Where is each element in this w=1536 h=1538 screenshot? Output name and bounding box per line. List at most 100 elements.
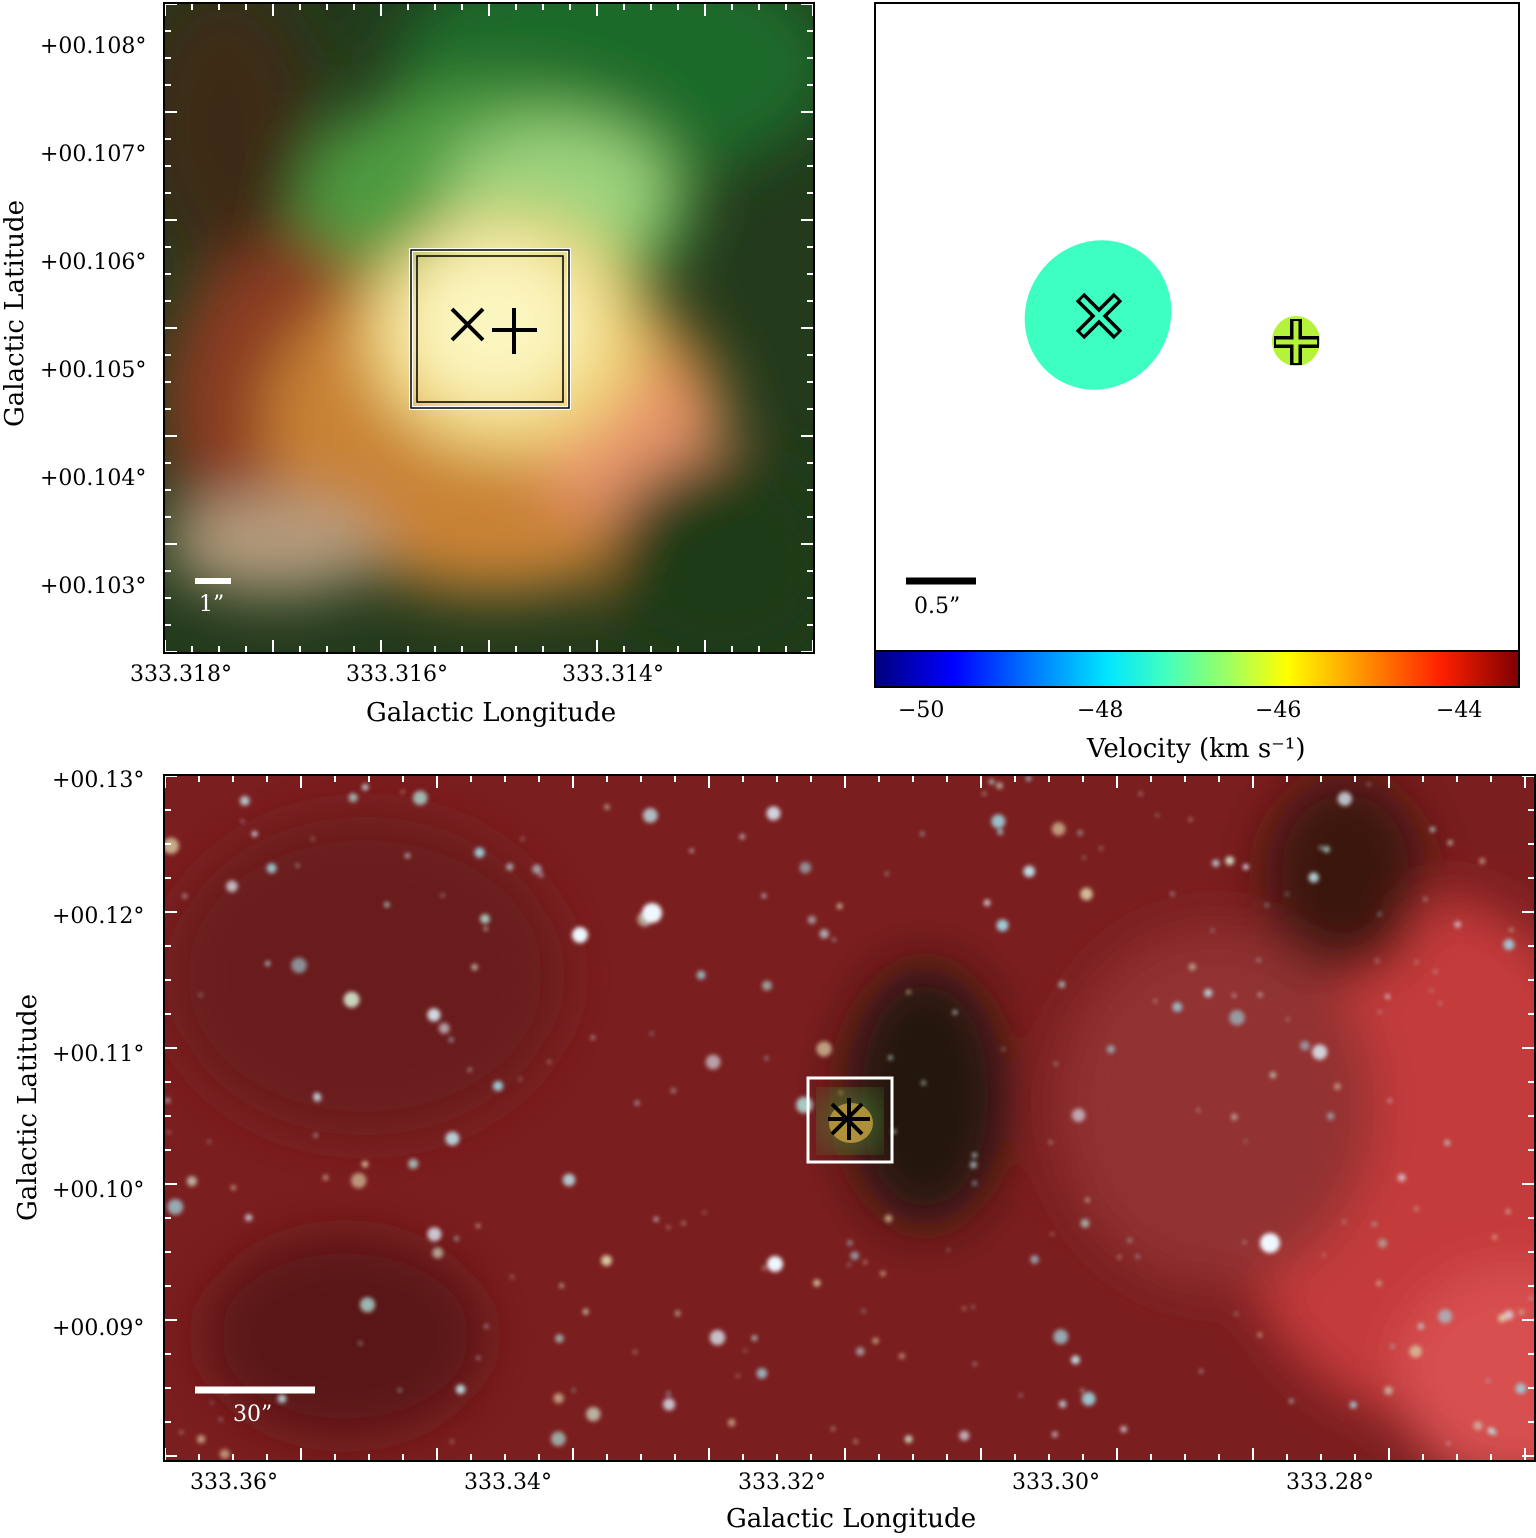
star	[1243, 1240, 1246, 1244]
star	[1378, 912, 1382, 916]
star	[1312, 1044, 1328, 1060]
star	[471, 964, 478, 971]
star	[671, 1088, 676, 1094]
star	[666, 1225, 670, 1229]
star	[484, 1324, 489, 1329]
star	[920, 831, 925, 836]
star	[455, 1384, 466, 1395]
scalebar-label: 0.5”	[914, 594, 961, 619]
star	[550, 1431, 566, 1447]
star	[468, 1068, 472, 1072]
star	[971, 1305, 975, 1309]
x-tick-label: 333.316°	[346, 662, 448, 687]
star	[1414, 1206, 1419, 1211]
star	[856, 1347, 865, 1356]
y-tick-label: +00.107°	[40, 142, 147, 167]
star	[861, 1309, 866, 1313]
star	[1257, 992, 1263, 998]
y-tick-label: +00.106°	[40, 250, 147, 275]
star	[1323, 846, 1330, 853]
y-tick-label: +00.09°	[52, 1316, 145, 1341]
star	[1019, 1393, 1023, 1397]
star	[521, 837, 524, 841]
star	[1058, 981, 1066, 988]
velocity-map-panel: 0.5”	[874, 2, 1520, 652]
star	[1054, 1062, 1058, 1066]
x-tick-label: 333.36°	[190, 1470, 278, 1495]
star	[398, 1388, 402, 1392]
star	[982, 791, 986, 796]
star	[448, 1037, 454, 1043]
star	[586, 1407, 601, 1422]
star-field	[165, 776, 1533, 1460]
bright-star	[572, 927, 588, 943]
star	[1117, 1255, 1122, 1259]
y-axis-title: Galactic Latitude	[0, 200, 30, 427]
star	[358, 1341, 362, 1345]
star	[1051, 822, 1066, 836]
star	[1053, 1329, 1069, 1345]
star	[847, 1240, 853, 1246]
star	[1479, 858, 1486, 865]
star	[972, 1180, 977, 1186]
velocity-map	[906, 240, 1320, 585]
star	[872, 1337, 879, 1344]
star	[863, 1260, 867, 1264]
star	[807, 915, 817, 925]
star	[454, 1236, 459, 1241]
star	[266, 863, 277, 874]
x-marker-icon	[450, 307, 485, 342]
star	[1285, 892, 1289, 896]
star	[179, 1430, 183, 1434]
star	[736, 1374, 740, 1378]
star	[1243, 864, 1249, 870]
star	[1085, 1197, 1090, 1203]
top-left-image	[165, 4, 813, 652]
star	[1447, 840, 1453, 846]
star	[432, 1247, 444, 1259]
star	[590, 1035, 595, 1040]
star	[401, 790, 405, 794]
plus-marker-icon	[1274, 319, 1319, 365]
star	[1378, 1010, 1382, 1014]
star	[1409, 1345, 1422, 1358]
star	[197, 1435, 206, 1444]
star	[313, 1092, 320, 1099]
star	[1120, 1426, 1127, 1433]
star	[559, 1283, 564, 1288]
star	[1229, 1010, 1245, 1026]
star	[751, 1335, 758, 1341]
star	[445, 1131, 460, 1146]
star	[813, 1279, 821, 1287]
star	[1492, 1234, 1497, 1240]
star	[199, 993, 203, 997]
bright-star	[1260, 1233, 1280, 1253]
colorbar-tick-label: −48	[1077, 698, 1124, 723]
star	[962, 1307, 966, 1310]
star	[921, 1080, 926, 1086]
star	[1289, 1399, 1294, 1404]
star	[1077, 830, 1083, 836]
star	[1300, 1040, 1310, 1051]
star	[510, 1275, 514, 1279]
star	[245, 1214, 253, 1222]
star	[996, 919, 1009, 932]
star	[1050, 1232, 1054, 1236]
star	[210, 1401, 214, 1405]
star	[885, 872, 889, 876]
star	[796, 1096, 813, 1114]
star	[762, 1266, 766, 1270]
star	[604, 804, 610, 810]
star	[239, 795, 250, 806]
star	[311, 837, 315, 841]
star	[492, 1080, 504, 1092]
star	[682, 1221, 686, 1225]
star	[182, 893, 187, 899]
star	[906, 989, 911, 995]
star	[532, 864, 542, 874]
star	[705, 1054, 721, 1070]
star	[1429, 826, 1436, 833]
colorbar-title: Velocity (km s⁻¹)	[1087, 734, 1306, 764]
y-tick-label: +00.104°	[40, 466, 147, 491]
star	[1415, 960, 1418, 964]
